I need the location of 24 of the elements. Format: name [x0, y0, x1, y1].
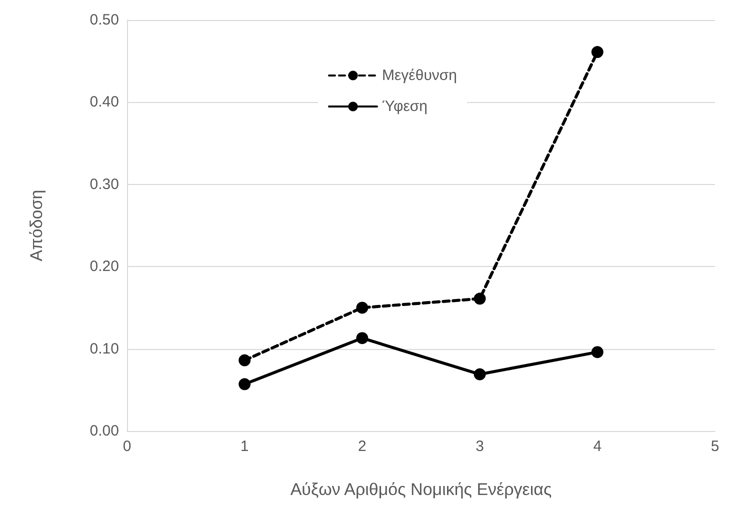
- x-tick-label: 4: [593, 438, 602, 455]
- point: [591, 346, 604, 358]
- x-tick-label: 5: [710, 438, 720, 455]
- y-tick-label: 0.00: [90, 422, 119, 440]
- x-axis-title: Αύξων Αριθμός Νομικής Ενέργειας: [290, 480, 552, 499]
- point: [474, 368, 486, 380]
- point: [474, 292, 486, 305]
- y-tick-label: 0.30: [90, 176, 119, 193]
- x-tick-label: 1: [240, 438, 249, 455]
- y-axis-title: Απόδοση: [27, 190, 46, 262]
- y-tick-label: 0.40: [90, 94, 119, 111]
- point: [238, 378, 251, 390]
- point: [238, 354, 251, 366]
- point: [356, 302, 368, 314]
- y-tick-label: 0.20: [90, 258, 119, 276]
- x-tick-label: 2: [358, 438, 366, 455]
- x-tick-label: 3: [476, 438, 484, 455]
- legend-label: Μεγέθυνση: [382, 67, 458, 84]
- legend-label: Ύφεση: [382, 98, 428, 115]
- point: [356, 332, 368, 344]
- y-tick-label: 0.10: [90, 340, 119, 358]
- point: [591, 46, 604, 58]
- y-tick-label: 0.50: [90, 12, 119, 28]
- x-tick-label: 0: [122, 438, 132, 455]
